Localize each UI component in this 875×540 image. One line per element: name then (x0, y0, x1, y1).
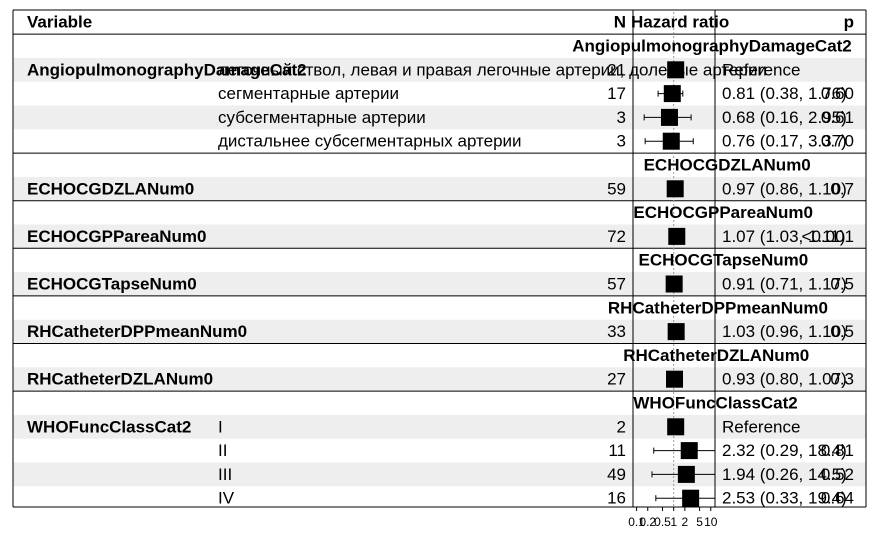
x-tick-label: 2 (682, 515, 689, 529)
estimate-box (667, 323, 685, 341)
group-title: ECHOCGTapseNum0 (639, 251, 809, 270)
row-n: 3 (617, 108, 626, 127)
row-variable: ECHOCGPPareaNum0 (27, 227, 207, 246)
row-n: 49 (607, 465, 626, 484)
row-level: III (218, 465, 232, 484)
row-hr-text: 0.97 (0.86, 1.10) (722, 179, 847, 198)
row-shade (13, 105, 866, 130)
row-n: 21 (607, 60, 626, 79)
row-shade (13, 272, 866, 296)
x-tick-label: 0.5 (654, 515, 671, 529)
row-hr-text: Reference (722, 417, 800, 436)
x-tick-label: 1 (670, 515, 677, 529)
row-variable: ECHOCGDZLANum0 (27, 179, 194, 198)
row-hr-text: Reference (722, 60, 800, 79)
row-n: 27 (607, 370, 626, 389)
estimate-box (666, 180, 684, 198)
row-variable: AngiopulmonographyDamageCat2 (27, 60, 307, 79)
estimate-box (667, 418, 685, 436)
row-n: 3 (617, 132, 626, 151)
row-shade (13, 224, 866, 249)
estimate-box (680, 442, 698, 460)
header-p: p (844, 13, 854, 32)
row-n: 33 (607, 322, 626, 341)
row-n: 11 (608, 441, 626, 460)
row-level: дистальнее субсегментарных артерии (218, 132, 522, 151)
row-level: сегментарные артерии (218, 84, 399, 103)
row-n: 16 (607, 489, 626, 508)
estimate-box (665, 275, 683, 293)
header-variable: Variable (27, 13, 92, 32)
x-tick-label: 0.1 (628, 515, 645, 529)
row-n: 17 (607, 84, 626, 103)
row-p-text: 0.52 (821, 465, 854, 484)
row-p-text: 0.61 (821, 108, 854, 127)
row-hr-text: 1.94 (0.26, 14.5) (722, 465, 847, 484)
row-hr-text: 0.93 (0.80, 1.07) (722, 370, 847, 389)
row-level: легочный ствол, левая и правая легочные … (218, 60, 767, 79)
row-n: 72 (607, 227, 626, 246)
row-n: 57 (607, 275, 626, 294)
row-p-text: 0.3 (830, 370, 854, 389)
header-hazard-ratio: Hazard ratio (631, 13, 729, 32)
row-hr-text: 1.07 (1.03, 1.11) (722, 227, 846, 246)
row-p-text: 0.70 (821, 132, 854, 151)
row-p-text: 0.81 (821, 441, 854, 460)
header-n: N (614, 13, 626, 32)
group-title: RHCatheterDPPmeanNum0 (608, 298, 828, 317)
row-n: 59 (607, 179, 626, 198)
group-title: RHCatheterDZLANum0 (623, 346, 809, 365)
estimate-box (668, 227, 686, 245)
x-tick-label: 10 (704, 515, 718, 529)
row-hr-text: 2.32 (0.29, 18.4) (722, 441, 847, 460)
row-hr-text: 1.03 (0.96, 1.10) (722, 322, 847, 341)
row-hr-text: 0.81 (0.38, 1.76) (722, 84, 847, 103)
row-level: II (218, 441, 227, 460)
estimate-box (666, 370, 684, 388)
row-p-text: 0.60 (821, 84, 854, 103)
row-p-text: 0.64 (821, 489, 854, 508)
estimate-box (662, 132, 680, 150)
row-hr-text: 0.76 (0.17, 3.37) (722, 132, 847, 151)
row-level: I (218, 417, 223, 436)
estimate-box (677, 465, 695, 483)
row-p-text: 0.7 (830, 179, 854, 198)
row-shade (13, 319, 866, 344)
row-p-text: 0.5 (830, 275, 854, 294)
group-title: ECHOCGDZLANum0 (644, 156, 811, 175)
row-variable: WHOFuncClassCat2 (27, 417, 191, 436)
row-shade (13, 367, 866, 392)
group-title: AngiopulmonographyDamageCat2 (572, 37, 852, 56)
estimate-box (682, 489, 700, 507)
row-p-text: 0.5 (830, 322, 854, 341)
group-title: WHOFuncClassCat2 (633, 394, 797, 413)
row-variable: ECHOCGTapseNum0 (27, 275, 197, 294)
row-variable: RHCatheterDZLANum0 (27, 370, 213, 389)
x-tick-label: 5 (696, 515, 703, 529)
row-level: IV (218, 489, 235, 508)
row-shade (13, 462, 866, 487)
group-title: ECHOCGPPareaNum0 (633, 203, 813, 222)
row-hr-text: 2.53 (0.33, 19.4) (722, 489, 847, 508)
row-level: субсегментарные артерии (218, 108, 426, 127)
row-n: 2 (617, 417, 626, 436)
estimate-box (663, 85, 681, 103)
row-shade (13, 176, 866, 201)
row-shade (13, 414, 866, 439)
row-p-text: <0.001 (802, 227, 854, 246)
estimate-box (660, 108, 678, 126)
row-variable: RHCatheterDPPmeanNum0 (27, 322, 247, 341)
row-hr-text: 0.68 (0.16, 2.95) (722, 108, 847, 127)
row-hr-text: 0.91 (0.71, 1.17) (722, 275, 847, 294)
row-shade (13, 57, 866, 82)
estimate-box (667, 61, 685, 79)
x-tick-label: 0.2 (639, 515, 656, 529)
